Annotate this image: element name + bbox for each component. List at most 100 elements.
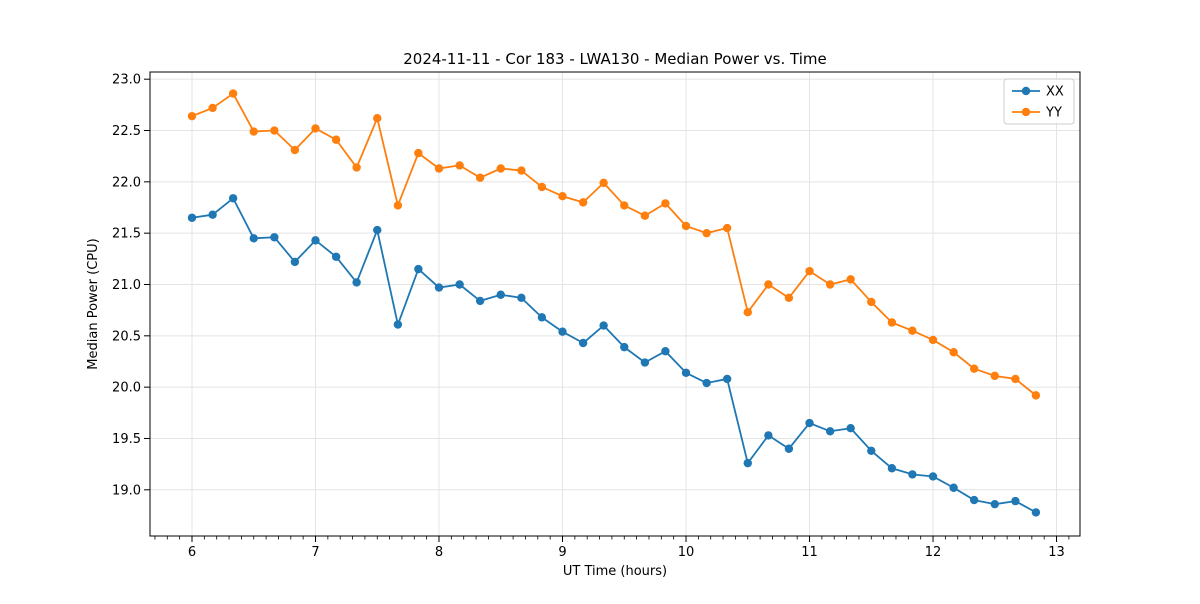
series-line-YY [191, 92, 1037, 397]
data-point-XX [928, 472, 938, 481]
data-point-XX [805, 418, 814, 428]
data-point-YY [352, 163, 361, 172]
data-point-XX [537, 313, 547, 322]
data-point-XX [743, 458, 752, 468]
data-point-XX [455, 280, 464, 289]
x-axis-label: UT Time (hours) [563, 564, 667, 579]
data-point-XX [764, 431, 773, 440]
y-tick-label: 21.5 [112, 227, 141, 242]
data-point-XX [270, 233, 279, 242]
data-point-XX [825, 427, 835, 436]
data-point-YY [949, 348, 958, 357]
data-point-YY [228, 89, 238, 98]
data-point-XX [331, 252, 341, 261]
series-line-XX [191, 197, 1037, 514]
data-point-YY [887, 318, 897, 327]
data-point-YY [928, 335, 938, 345]
data-point-YY [187, 111, 197, 121]
data-point-XX [846, 424, 855, 433]
data-point-YY [784, 293, 794, 303]
data-point-XX [434, 283, 444, 292]
data-point-YY [722, 223, 732, 233]
x-tick-label: 8 [435, 545, 443, 560]
data-point-XX [620, 342, 629, 352]
grid-layer [150, 72, 1080, 536]
data-point-XX [599, 321, 608, 330]
y-axis-label: Median Power (CPU) [86, 238, 101, 369]
data-point-XX [702, 378, 711, 388]
data-point-YY [434, 164, 444, 173]
data-point-YY [208, 103, 217, 113]
data-point-YY [496, 164, 505, 173]
y-tick-label: 19.0 [112, 483, 141, 498]
plot-border [149, 71, 1081, 537]
data-point-YY [270, 126, 279, 135]
data-point-XX [475, 296, 485, 306]
data-point-YY [969, 364, 979, 373]
data-point-YY [640, 211, 650, 220]
data-point-YY [331, 135, 341, 144]
data-point-XX [228, 194, 238, 203]
data-point-YY [393, 201, 403, 210]
data-point-YY [537, 182, 547, 192]
data-point-XX [187, 213, 197, 222]
y-tick-label: 23.0 [112, 73, 141, 88]
data-point-XX [949, 483, 958, 492]
x-tick-label: 10 [678, 545, 695, 560]
data-point-XX [784, 444, 794, 453]
x-tick-label: 7 [311, 545, 319, 560]
data-point-XX [373, 225, 382, 235]
data-point-YY [908, 326, 917, 335]
data-point-YY [805, 266, 814, 276]
data-point-XX [414, 264, 423, 274]
data-point-YY [455, 161, 464, 170]
data-point-YY [990, 371, 999, 381]
series-layer [187, 89, 1041, 517]
data-point-XX [1031, 508, 1041, 517]
data-point-XX [311, 236, 320, 245]
data-point-YY [846, 275, 855, 284]
data-point-XX [1011, 496, 1020, 506]
legend-marker [1021, 86, 1031, 96]
y-tick-label: 19.5 [112, 432, 141, 447]
data-point-XX [393, 320, 403, 329]
legend-label-YY: YY [1045, 106, 1062, 121]
data-point-YY [558, 192, 567, 201]
y-tick-label: 20.0 [112, 381, 141, 396]
data-point-YY [764, 280, 773, 289]
y-tick-label: 21.0 [112, 278, 141, 293]
legend: XX YY [1003, 78, 1075, 125]
legend-label-XX: XX [1046, 85, 1064, 100]
data-point-XX [969, 495, 979, 505]
data-point-YY [825, 280, 835, 289]
data-point-XX [640, 358, 650, 367]
data-point-XX [661, 347, 670, 356]
data-point-YY [373, 113, 382, 123]
data-point-YY [702, 228, 711, 238]
data-point-XX [249, 234, 258, 243]
x-tick-label: 12 [925, 545, 942, 560]
data-point-YY [290, 145, 300, 155]
data-point-XX [208, 210, 217, 219]
data-point-YY [249, 127, 258, 136]
data-point-XX [867, 446, 876, 455]
data-point-XX [517, 293, 526, 303]
data-point-XX [887, 464, 897, 473]
data-point-YY [1031, 391, 1041, 400]
data-point-YY [517, 166, 526, 175]
data-point-XX [290, 257, 300, 267]
data-point-XX [352, 278, 361, 287]
y-tick-label: 22.5 [112, 124, 141, 139]
data-point-YY [578, 198, 588, 207]
data-point-XX [990, 499, 999, 509]
legend-marker [1021, 107, 1031, 117]
data-point-XX [496, 290, 505, 299]
data-point-YY [620, 201, 629, 210]
data-point-XX [681, 368, 691, 377]
data-point-XX [578, 338, 588, 348]
data-point-YY [599, 178, 608, 188]
data-point-YY [681, 221, 691, 231]
x-tick-label: 13 [1048, 545, 1065, 560]
